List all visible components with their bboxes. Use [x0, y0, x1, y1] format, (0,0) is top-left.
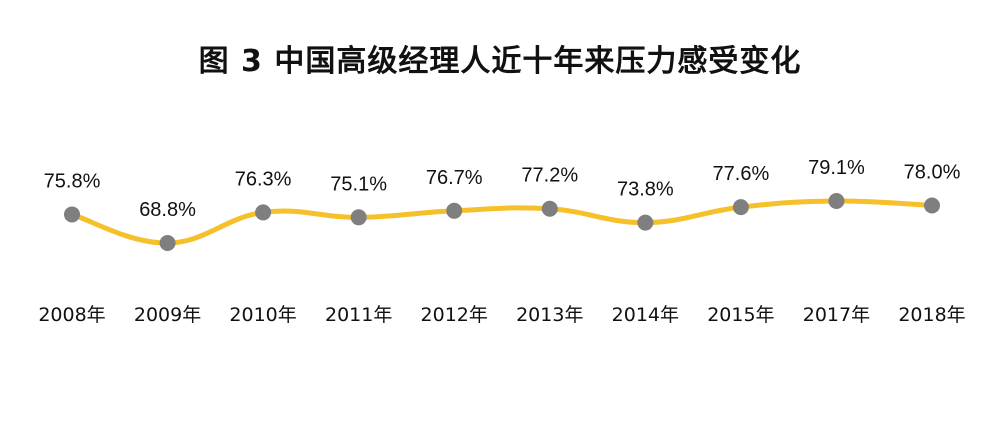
data-label-4: 76.7% — [426, 167, 483, 189]
x-tick-label-6: 2014年 — [612, 304, 679, 326]
x-tick-label-8: 2017年 — [803, 304, 870, 326]
data-label-2: 76.3% — [235, 168, 292, 190]
data-label-9: 78.0% — [904, 161, 961, 183]
data-point-0 — [64, 206, 80, 223]
data-label-3: 75.1% — [330, 173, 387, 195]
x-tick-label-4: 2012年 — [421, 304, 488, 326]
data-point-8 — [828, 193, 845, 209]
data-label-8: 79.1% — [808, 157, 865, 179]
data-point-7 — [732, 199, 749, 216]
series-line-layer — [69, 198, 935, 246]
data-point-5 — [541, 200, 558, 217]
data-point-6 — [637, 214, 654, 231]
data-label-6: 73.8% — [617, 179, 674, 201]
x-tick-label-5: 2013年 — [516, 304, 583, 326]
data-label-1: 68.8% — [139, 199, 196, 221]
x-axis-ticks: 2008年 2009年 2010年 2011年 2012年 2013年 2014年 2015年… — [38, 304, 965, 326]
data-label-7: 77.6% — [713, 163, 770, 185]
x-tick-label-7: 2015年 — [707, 304, 774, 326]
data-point-9 — [924, 197, 940, 214]
data-label-5: 77.2% — [521, 165, 578, 187]
x-tick-label-9: 2018年 — [898, 304, 965, 326]
series-line — [69, 198, 935, 246]
x-tick-label-0: 2008年 — [38, 304, 105, 326]
chart-title: 图 3 中国高级经理人近十年来压力感受变化 — [198, 44, 802, 79]
x-tick-label-3: 2011年 — [325, 304, 392, 326]
x-tick-label-1: 2009年 — [134, 304, 201, 326]
value-label-layer: 75.8% 68.8% 76.3% 75.1% 76.7% 77.2% 73.8% 77.6%… — [44, 157, 961, 221]
data-point-4 — [446, 202, 463, 219]
x-tick-label-2: 2010年 — [229, 304, 296, 326]
marker-layer — [64, 193, 940, 251]
data-point-1 — [159, 235, 176, 251]
data-point-2 — [255, 204, 272, 221]
data-point-3 — [350, 209, 367, 226]
data-label-0: 75.8% — [44, 170, 101, 192]
